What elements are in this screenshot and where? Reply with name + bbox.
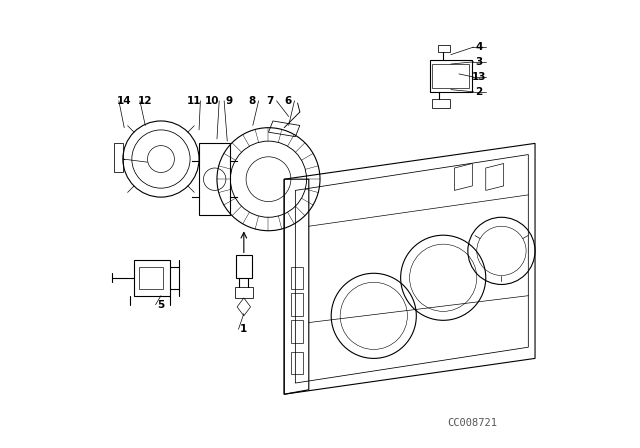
Text: 3: 3 — [476, 57, 483, 67]
Text: 1: 1 — [240, 324, 248, 334]
Text: 6: 6 — [284, 96, 291, 106]
Text: 4: 4 — [476, 42, 483, 52]
Text: 9: 9 — [226, 96, 233, 106]
Text: 10: 10 — [205, 96, 220, 106]
Text: 14: 14 — [117, 96, 132, 106]
Text: 2: 2 — [476, 87, 483, 97]
Text: 12: 12 — [138, 96, 152, 106]
Text: CC008721: CC008721 — [447, 418, 497, 428]
Text: 8: 8 — [248, 96, 255, 106]
Text: 7: 7 — [266, 96, 273, 106]
Text: 13: 13 — [472, 72, 486, 82]
Text: 11: 11 — [186, 96, 201, 106]
Text: 5: 5 — [157, 300, 164, 310]
